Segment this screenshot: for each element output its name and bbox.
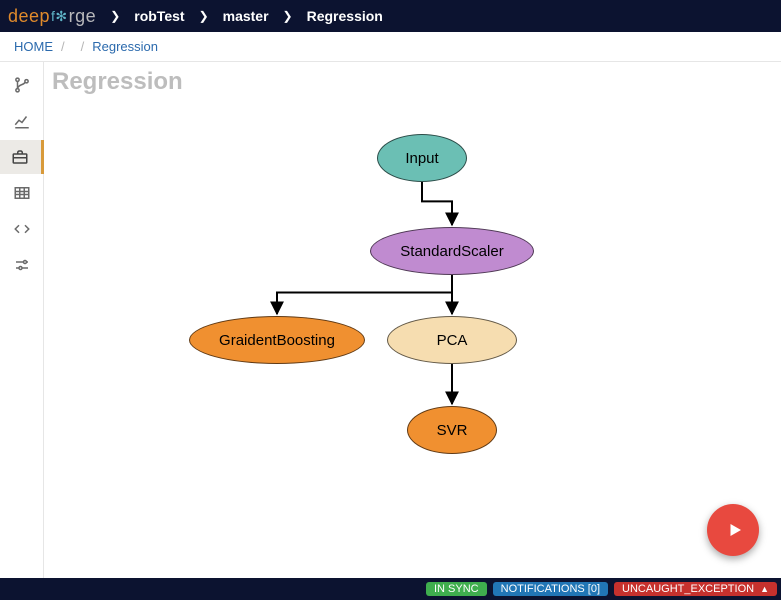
breadcrumb-separator: / (61, 39, 65, 54)
branch-icon (13, 76, 31, 94)
chevron-right-icon: ❯ (110, 9, 120, 23)
breadcrumb-current: Regression (92, 39, 158, 54)
nav-project[interactable]: robTest (134, 8, 184, 24)
pipeline-node-label: Input (405, 150, 438, 167)
pipeline-canvas[interactable]: Regression Input StandardScaler GraidentBo… (44, 62, 781, 578)
status-notifications[interactable]: NOTIFICATIONS [0] (493, 582, 608, 596)
pipeline-node-label: GraidentBoosting (219, 332, 335, 349)
left-sidebar (0, 62, 44, 578)
logo[interactable]: deep f✻ rge (8, 6, 96, 27)
chevron-right-icon: ❯ (283, 9, 293, 23)
chart-line-icon (13, 112, 31, 130)
pipeline-node-svr[interactable]: SVR (407, 406, 497, 454)
briefcase-icon (11, 148, 29, 166)
sidebar-item-code[interactable] (0, 212, 44, 246)
caret-up-icon: ▲ (760, 584, 769, 594)
logo-text-forge: rge (69, 6, 97, 27)
code-icon (13, 220, 31, 238)
top-nav: deep f✻ rge ❯ robTest ❯ master ❯ Regress… (0, 0, 781, 32)
breadcrumb: HOME / / Regression (0, 32, 781, 62)
gear-icon: f✻ (51, 8, 68, 25)
pipeline-node-pca[interactable]: PCA (387, 316, 517, 364)
sidebar-item-briefcase[interactable] (0, 140, 44, 174)
sidebar-item-table[interactable] (0, 176, 44, 210)
status-bar: IN SYNC NOTIFICATIONS [0] UNCAUGHT_EXCEP… (0, 578, 781, 600)
play-icon (726, 521, 744, 539)
status-error[interactable]: UNCAUGHT_EXCEPTION ▲ (614, 582, 777, 596)
pipeline-node-label: PCA (437, 332, 468, 349)
status-sync[interactable]: IN SYNC (426, 582, 487, 596)
sliders-icon (13, 256, 31, 274)
sidebar-item-chart[interactable] (0, 104, 44, 138)
pipeline-node-gb[interactable]: GraidentBoosting (189, 316, 365, 364)
sidebar-item-branch[interactable] (0, 68, 44, 102)
nav-node[interactable]: Regression (307, 8, 383, 24)
run-button[interactable] (707, 504, 759, 556)
nav-branch[interactable]: master (223, 8, 269, 24)
pipeline-node-scaler[interactable]: StandardScaler (370, 227, 534, 275)
logo-text-deep: deep (8, 6, 50, 27)
chevron-right-icon: ❯ (199, 9, 209, 23)
breadcrumb-home[interactable]: HOME (14, 39, 53, 54)
table-icon (13, 184, 31, 202)
breadcrumb-separator: / (81, 39, 85, 54)
sidebar-item-sliders[interactable] (0, 248, 44, 282)
pipeline-node-input[interactable]: Input (377, 134, 467, 182)
pipeline-node-label: StandardScaler (400, 243, 503, 260)
pipeline-node-label: SVR (437, 422, 468, 439)
page-title: Regression (52, 68, 183, 96)
